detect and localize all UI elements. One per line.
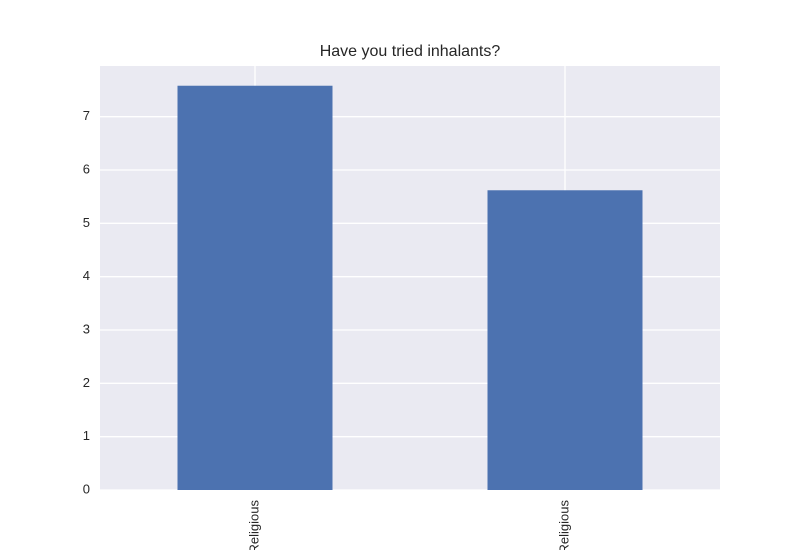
y-tick-label: 5 (83, 215, 90, 230)
x-tick-label: Religious (556, 500, 571, 550)
y-tick-label: 3 (83, 321, 90, 336)
y-tick-label: 4 (83, 268, 90, 283)
x-tick-label: Not Religious (246, 500, 261, 550)
y-tick-label: 7 (83, 108, 90, 123)
bar (177, 85, 333, 490)
y-tick-label: 2 (83, 375, 90, 390)
bar (487, 190, 643, 490)
chart-title: Have you tried inhalants? (320, 43, 501, 60)
y-tick-label: 1 (83, 428, 90, 443)
y-tick-label: 6 (83, 161, 90, 176)
y-tick-label: 0 (83, 481, 90, 496)
